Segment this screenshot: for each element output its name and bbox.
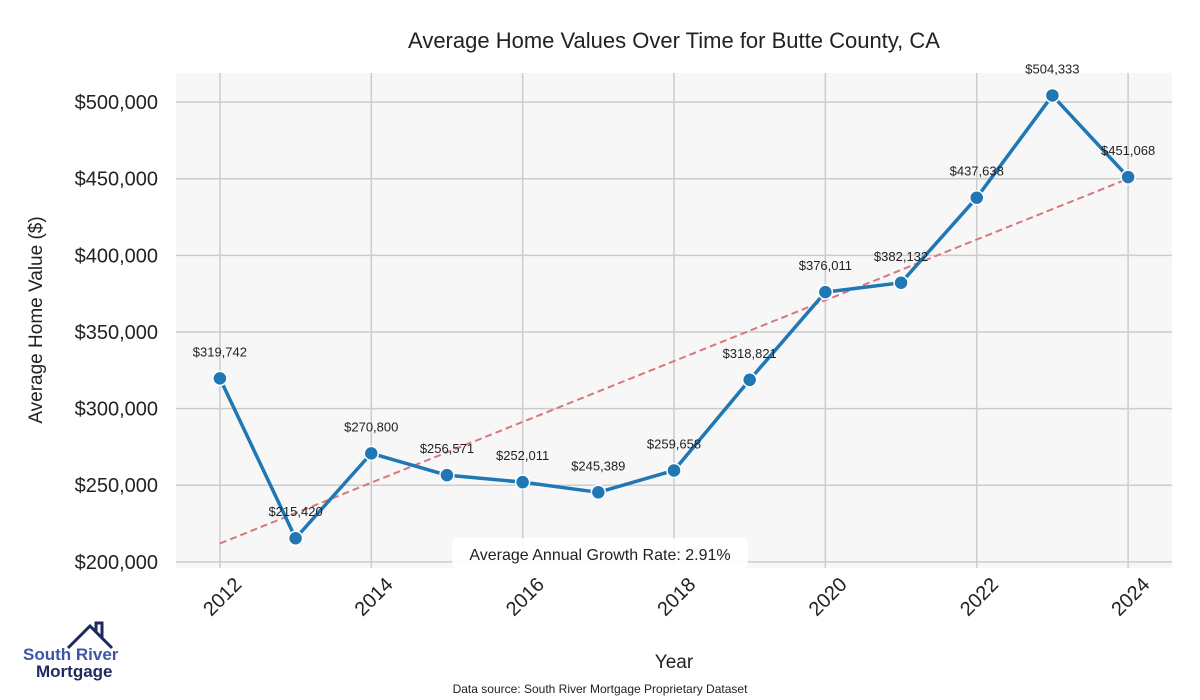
logo-line-1: South River	[23, 645, 119, 664]
x-tick-label: 2022	[956, 574, 1003, 621]
data-label: $451,068	[1101, 143, 1155, 158]
x-tick-label: 2014	[351, 574, 398, 621]
data-point	[968, 189, 985, 206]
data-point	[439, 467, 455, 483]
y-tick-label: $200,000	[75, 552, 158, 574]
data-label: $376,011	[799, 258, 852, 273]
y-tick-label: $400,000	[75, 245, 158, 267]
data-label: $437,638	[950, 164, 1004, 179]
x-tick-label: 2020	[805, 574, 852, 621]
growth-rate-text: Average Annual Growth Rate: 2.91%	[469, 547, 730, 564]
data-point	[817, 284, 834, 300]
data-label: $504,333	[1025, 61, 1079, 76]
y-tick-label: $350,000	[75, 322, 158, 344]
y-tick-label: $250,000	[75, 475, 158, 497]
y-tick-label: $300,000	[75, 399, 158, 421]
data-point	[893, 275, 909, 291]
y-axis-label: Average Home Value ($)	[26, 216, 47, 423]
data-point	[287, 530, 304, 546]
data-point	[514, 474, 531, 490]
south-river-mortgage-logo: South River Mortgage	[20, 620, 120, 681]
data-label: $245,389	[571, 458, 625, 473]
data-point	[590, 484, 607, 501]
data-label: $382,132	[874, 249, 928, 264]
data-point	[1044, 87, 1061, 104]
x-tick-label: 2018	[653, 574, 700, 621]
x-tick-label: 2012	[199, 574, 246, 621]
chart-title: Average Home Values Over Time for Butte …	[408, 28, 940, 53]
data-source-note: Data source: South River Mortgage Propri…	[453, 682, 748, 696]
logo-line-2: Mortgage	[36, 662, 113, 681]
data-label: $318,821	[723, 346, 777, 361]
data-label: $215,420	[268, 504, 322, 519]
data-label: $252,011	[496, 448, 549, 463]
x-tick-label: 2024	[1107, 574, 1154, 621]
x-axis-label: Year	[655, 652, 694, 673]
data-label: $319,742	[193, 344, 247, 359]
trend-line	[219, 177, 1129, 545]
y-tick-label: $500,000	[75, 92, 158, 114]
data-point	[666, 462, 682, 479]
data-label: $270,800	[344, 419, 398, 434]
data-point	[363, 445, 380, 462]
data-label: $256,571	[420, 441, 474, 456]
y-tick-label: $450,000	[75, 169, 158, 191]
house-roof-icon	[66, 621, 114, 650]
data-point	[1120, 169, 1136, 185]
data-point	[212, 370, 228, 387]
data-point	[741, 372, 758, 388]
x-tick-label: 2016	[502, 574, 549, 621]
growth-rate-annotation: Average Annual Growth Rate: 2.91%	[452, 538, 748, 568]
data-label: $259,658	[647, 436, 701, 451]
